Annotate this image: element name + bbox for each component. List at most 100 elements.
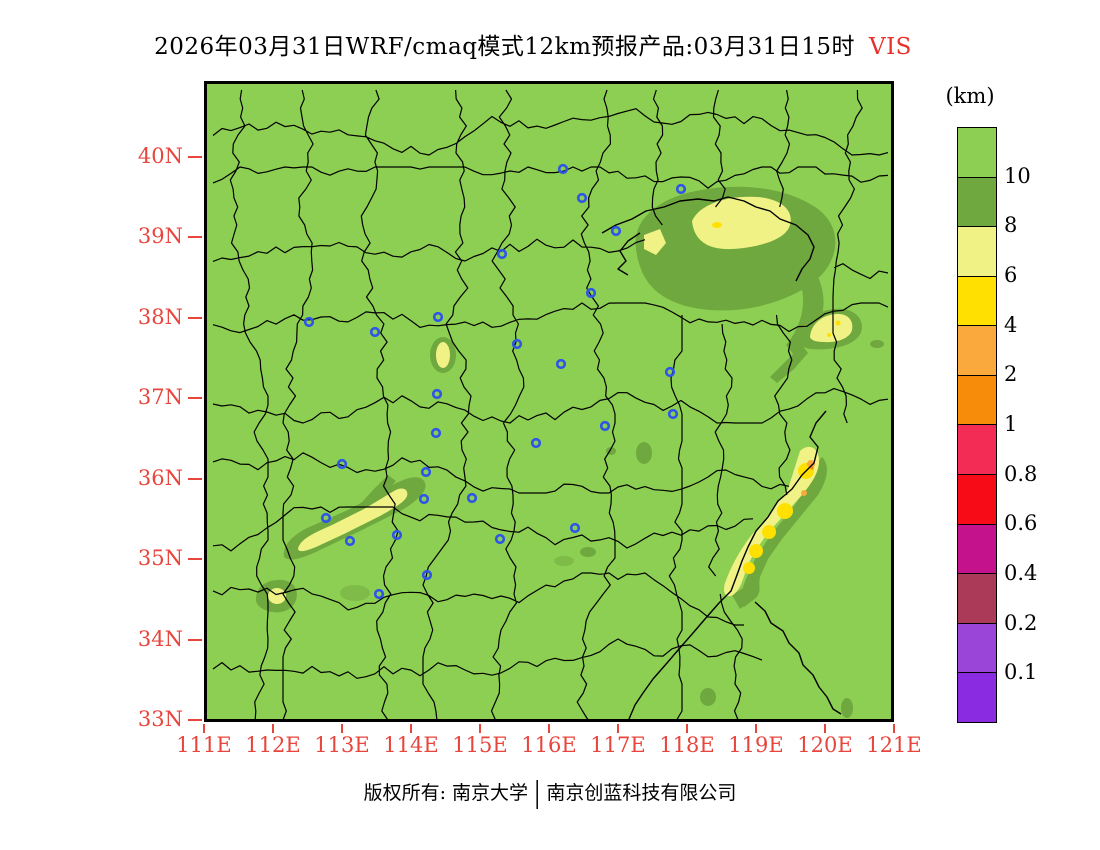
vis-region-2-4 bbox=[801, 460, 815, 496]
lat-axis-tick bbox=[188, 477, 202, 480]
lat-axis-label: 38N bbox=[137, 304, 183, 329]
colorbar-tick-label: 10 bbox=[1004, 163, 1031, 188]
colorbar-segment bbox=[958, 623, 996, 674]
colorbar-segment bbox=[958, 227, 996, 277]
colorbar-segment bbox=[958, 375, 996, 426]
lon-axis-label: 117E bbox=[590, 733, 646, 757]
page-title: 2026年03月31日WRF/cmaq模式12km预报产品:03月31日15时 V… bbox=[0, 27, 1066, 61]
station-ring-icon bbox=[373, 588, 385, 600]
lon-axis-tick bbox=[479, 724, 481, 733]
station-ring-icon bbox=[431, 388, 443, 400]
station-ring-icon bbox=[496, 248, 508, 260]
forecast-map-area bbox=[204, 81, 894, 722]
colorbar-tick-label: 6 bbox=[1004, 263, 1018, 287]
station-ring-icon bbox=[303, 316, 315, 328]
colorbar-tick-label: 8 bbox=[1004, 213, 1018, 238]
lon-axis-tick bbox=[755, 724, 757, 733]
lat-axis-label: 33N bbox=[137, 707, 183, 731]
county-boundaries bbox=[212, 89, 889, 721]
station-ring-icon bbox=[466, 492, 478, 504]
station-ring-icon bbox=[430, 427, 442, 439]
colorbar-tick-label: 1 bbox=[1004, 412, 1018, 436]
lon-axis-tick bbox=[893, 724, 895, 733]
map-background bbox=[204, 81, 894, 722]
colorbar bbox=[957, 127, 997, 723]
station-ring-icon bbox=[557, 163, 569, 175]
lon-axis-tick bbox=[548, 724, 550, 733]
lat-axis-tick bbox=[188, 236, 202, 239]
station-ring-icon bbox=[432, 311, 444, 323]
colorbar-segment bbox=[958, 276, 996, 327]
lon-axis-label: 115E bbox=[452, 733, 508, 757]
lon-axis-tick bbox=[617, 724, 619, 733]
colorbar-segment bbox=[958, 425, 996, 476]
colorbar-tick-label: 2 bbox=[1004, 362, 1018, 387]
colorbar-tick-label: 4 bbox=[1004, 312, 1018, 337]
station-ring-icon bbox=[344, 535, 356, 547]
lon-axis-label: 111E bbox=[176, 733, 232, 757]
station-ring-icon bbox=[511, 338, 523, 350]
lat-axis-tick bbox=[188, 316, 202, 319]
station-ring-icon bbox=[420, 466, 432, 478]
colorbar-tick-label: 0.4 bbox=[1004, 561, 1038, 585]
lon-axis-label: 114E bbox=[383, 733, 439, 757]
footer-company: 南京创蓝科技有限公司 bbox=[546, 782, 737, 804]
lat-axis-tick bbox=[188, 156, 202, 158]
colorbar-segment bbox=[958, 524, 996, 575]
lat-axis-tick bbox=[188, 558, 202, 561]
lat-axis-label: 40N bbox=[137, 144, 183, 168]
colorbar-tick-label: 0.2 bbox=[1004, 610, 1038, 635]
station-ring-icon bbox=[530, 437, 542, 449]
lat-axis-tick bbox=[188, 719, 202, 721]
footer-copyright: 版权所有: 南京大学 bbox=[363, 782, 529, 804]
colorbar-segment bbox=[958, 128, 996, 178]
lon-axis-label: 119E bbox=[728, 733, 784, 757]
lon-axis-tick bbox=[272, 724, 274, 733]
lat-axis-label: 34N bbox=[137, 626, 183, 651]
station-ring-icon bbox=[320, 512, 332, 524]
station-ring-icon bbox=[494, 533, 506, 545]
lon-axis-label: 113E bbox=[314, 733, 370, 757]
footer-divider: | bbox=[534, 776, 541, 810]
station-ring-icon bbox=[418, 493, 430, 505]
lat-axis-tick bbox=[188, 638, 202, 641]
station-ring-icon bbox=[391, 529, 403, 541]
lon-axis-tick bbox=[203, 724, 205, 733]
station-ring-icon bbox=[555, 358, 567, 370]
lat-axis-label: 36N bbox=[137, 465, 183, 490]
copyright-footer: 版权所有: 南京大学 | 南京创蓝科技有限公司 bbox=[0, 777, 1100, 810]
station-markers bbox=[303, 163, 687, 600]
station-ring-icon bbox=[664, 366, 676, 378]
station-ring-icon bbox=[675, 183, 687, 195]
station-ring-icon bbox=[569, 522, 581, 534]
title-variable: VIS bbox=[868, 34, 912, 60]
colorbar-segment bbox=[958, 475, 996, 525]
colorbar-tick-label: 0.1 bbox=[1004, 660, 1038, 685]
coastlines bbox=[601, 196, 842, 720]
station-ring-icon bbox=[576, 192, 588, 204]
station-ring-icon bbox=[610, 225, 622, 237]
station-ring-icon bbox=[667, 408, 679, 420]
station-ring-icon bbox=[599, 420, 611, 432]
lat-axis-label: 37N bbox=[137, 385, 183, 410]
vis-region-4-6 bbox=[712, 222, 841, 574]
lat-axis-label: 35N bbox=[137, 546, 183, 571]
colorbar-segment bbox=[958, 673, 996, 722]
lon-axis-tick bbox=[410, 724, 412, 733]
lon-axis-label: 118E bbox=[659, 733, 715, 757]
colorbar-segment bbox=[958, 326, 996, 376]
colorbar-segment bbox=[958, 574, 996, 624]
station-ring-icon bbox=[421, 569, 433, 581]
lon-axis-tick bbox=[341, 724, 343, 733]
colorbar-unit-label: (km) bbox=[945, 84, 995, 108]
title-text: 2026年03月31日WRF/cmaq模式12km预报产品:03月31日15时 bbox=[154, 34, 855, 60]
colorbar-tick-label: 0.8 bbox=[1004, 461, 1038, 486]
station-ring-icon bbox=[336, 458, 348, 470]
station-ring-icon bbox=[369, 326, 381, 338]
lon-axis-label: 116E bbox=[521, 733, 577, 757]
forecast-map[interactable] bbox=[204, 81, 894, 722]
lon-axis-label: 120E bbox=[797, 733, 853, 757]
colorbar-tick-label: 0.6 bbox=[1004, 511, 1038, 536]
lon-axis-label: 121E bbox=[866, 733, 922, 757]
lon-axis-tick bbox=[824, 724, 826, 733]
